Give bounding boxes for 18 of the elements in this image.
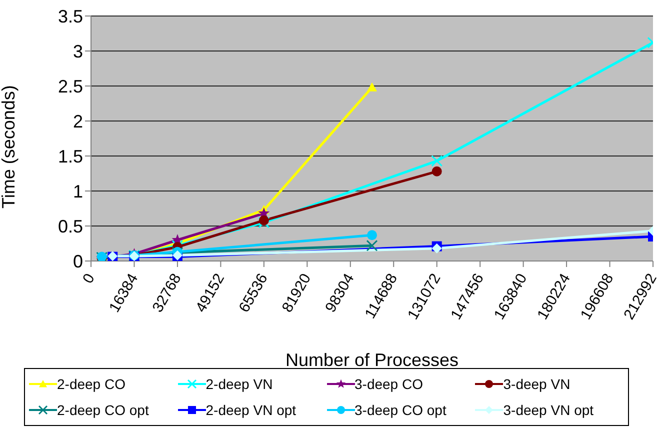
y-tick-label: 0: [72, 251, 83, 272]
legend-label: 2-deep VN: [206, 376, 273, 392]
y-tick-label: 1: [72, 181, 83, 202]
legend-label: 2-deep VN opt: [206, 402, 296, 418]
y-tick-label: 1.5: [58, 146, 83, 166]
legend-label: 3-deep CO: [354, 376, 423, 392]
y-axis-title: Time (seconds): [0, 85, 18, 208]
y-tick-label: 2: [72, 111, 83, 132]
y-tick-label: 2.5: [58, 76, 83, 96]
legend-label: 3-deep VN: [503, 376, 570, 392]
legend-label: 3-deep CO opt: [354, 402, 446, 418]
legend-label: 2-deep CO opt: [57, 402, 149, 418]
y-tick-label: 3.5: [58, 6, 83, 26]
x-axis-title: Number of Processes: [285, 350, 459, 370]
y-tick-label: 0.5: [58, 216, 83, 236]
legend-label: 3-deep VN opt: [503, 402, 594, 418]
y-tick-label: 3: [72, 41, 83, 62]
legend-label: 2-deep CO: [57, 376, 126, 392]
